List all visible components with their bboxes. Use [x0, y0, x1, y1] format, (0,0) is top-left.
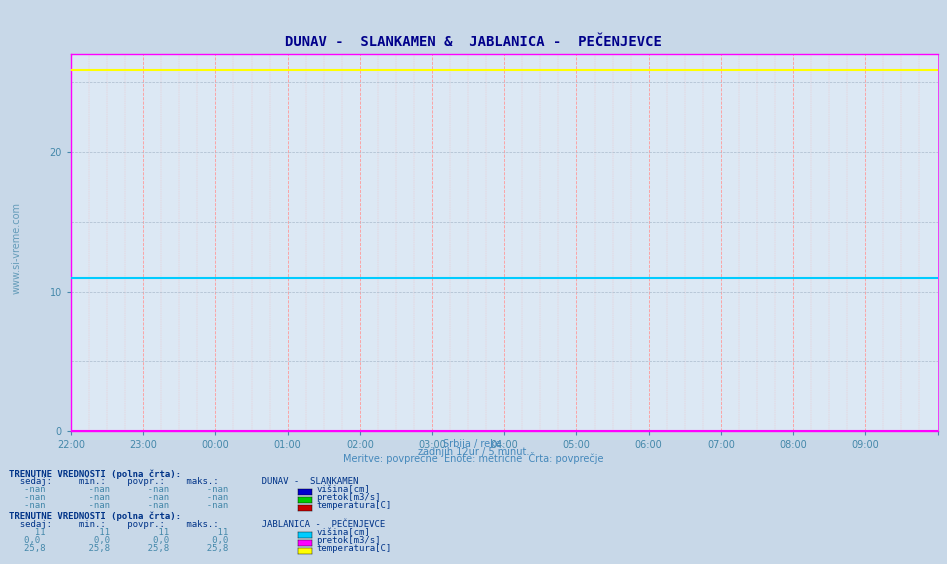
Text: TRENUTNE VREDNOSTI (polna črta):: TRENUTNE VREDNOSTI (polna črta):	[9, 512, 182, 522]
Text: zadnjih 12ur / 5 minut.: zadnjih 12ur / 5 minut.	[418, 447, 529, 457]
Text: sedaj:     min.:    povpr.:    maks.:        DUNAV -  SLANKAMEN: sedaj: min.: povpr.: maks.: DUNAV - SLAN…	[9, 478, 359, 487]
Text: 11          11         11         11: 11 11 11 11	[24, 528, 228, 537]
Text: -nan        -nan       -nan       -nan: -nan -nan -nan -nan	[24, 501, 228, 510]
Text: Srbija / reke.: Srbija / reke.	[443, 439, 504, 449]
Text: sedaj:     min.:    povpr.:    maks.:        JABLANICA -  PEČENJEVCE: sedaj: min.: povpr.: maks.: JABLANICA - …	[9, 519, 385, 530]
Text: www.si-vreme.com: www.si-vreme.com	[11, 202, 22, 294]
Text: Meritve: povprečne  Enote: metrične  Črta: povprečje: Meritve: povprečne Enote: metrične Črta:…	[343, 452, 604, 465]
Text: pretok[m3/s]: pretok[m3/s]	[316, 536, 381, 545]
Text: -nan        -nan       -nan       -nan: -nan -nan -nan -nan	[24, 494, 228, 503]
Text: višina[cm]: višina[cm]	[316, 528, 370, 537]
Text: -nan        -nan       -nan       -nan: -nan -nan -nan -nan	[24, 486, 228, 495]
Text: DUNAV -  SLANKAMEN &  JABLANICA -  PEČENJEVCE: DUNAV - SLANKAMEN & JABLANICA - PEČENJEV…	[285, 35, 662, 49]
Text: temperatura[C]: temperatura[C]	[316, 544, 391, 553]
Text: pretok[m3/s]: pretok[m3/s]	[316, 494, 381, 503]
Text: 25,8        25,8       25,8       25,8: 25,8 25,8 25,8 25,8	[24, 544, 228, 553]
Text: temperatura[C]: temperatura[C]	[316, 501, 391, 510]
Text: višina[cm]: višina[cm]	[316, 486, 370, 495]
Text: 0,0          0,0        0,0        0,0: 0,0 0,0 0,0 0,0	[24, 536, 228, 545]
Text: TRENUTNE VREDNOSTI (polna črta):: TRENUTNE VREDNOSTI (polna črta):	[9, 469, 182, 479]
